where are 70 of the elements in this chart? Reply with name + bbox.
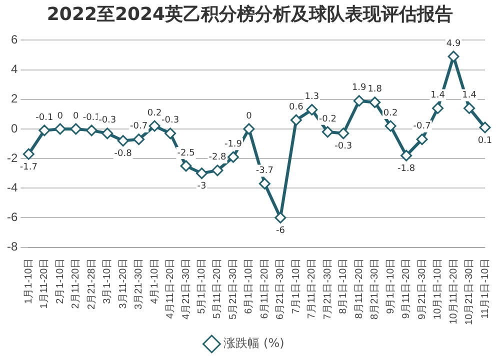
data-label: -0.1: [82, 112, 100, 123]
data-label: 0: [73, 111, 80, 122]
x-tick-label: 11月1日-10日: [480, 258, 491, 319]
data-label: -2.5: [177, 148, 195, 158]
x-tick-label: 5月11日-20日: [212, 258, 224, 319]
x-tick-label: 2月21-28日: [86, 258, 98, 310]
data-label: -2.8: [208, 152, 227, 163]
x-tick-label: 2月11-20日: [70, 258, 82, 309]
y-tick-label: -2: [7, 150, 18, 165]
x-tick-label: 10月11日-20日: [448, 258, 460, 324]
data-label: -0.3: [334, 142, 352, 152]
x-tick-label: 1月11-20日: [39, 258, 50, 309]
x-tick-label: 2月1-10日: [54, 258, 66, 304]
data-label: 1.3: [304, 92, 320, 102]
y-tick-label: 4: [10, 62, 18, 76]
data-label: 1.8: [368, 84, 382, 95]
data-label: -1.8: [398, 164, 416, 174]
x-tick-label: 4月21日-30日: [180, 258, 192, 320]
data-label: -3: [197, 182, 206, 192]
data-label: -1.7: [20, 162, 38, 172]
x-tick-label: 9月11日-20日: [401, 258, 412, 319]
data-label: -0.1: [36, 112, 54, 123]
legend-label: 涨跌幅 (%): [224, 336, 284, 350]
x-tick-label: 3月11-20日: [118, 258, 129, 309]
data-label: -1.9: [224, 139, 242, 150]
data-label: 0.2: [383, 108, 398, 118]
data-label: 0.6: [289, 102, 304, 112]
x-tick-label: 6月11日-20日: [259, 258, 270, 319]
x-tick-label: 4月11日-20日: [165, 258, 176, 319]
x-tick-label: 3月1-10日: [102, 258, 114, 304]
x-tick-label: 3月21-30日: [134, 258, 145, 310]
chart-title: 2022至2024英乙积分榜分析及球队表现评估报告: [46, 3, 454, 27]
x-tick-label: 5月21日-30日: [228, 258, 239, 320]
data-label: -6: [276, 226, 286, 236]
data-label: 0: [246, 111, 252, 122]
x-tick-label: 9月1日-10日: [385, 258, 396, 314]
x-tick-label: 10月21日-30日: [464, 258, 476, 326]
x-tick-label: 8月21日-30日: [370, 258, 381, 320]
data-label: -0.3: [98, 116, 116, 126]
x-tick-label: 7月1日-10日: [290, 258, 302, 314]
data-label: -0.3: [162, 116, 180, 126]
x-tick-label: 1月1-10日: [23, 258, 34, 304]
data-label: 1.9: [352, 83, 367, 94]
x-tick-label: 6月21日-30日: [275, 258, 286, 320]
x-tick-label: 7月21日-30日: [322, 258, 334, 320]
data-label: -0.7: [413, 122, 431, 132]
y-tick-label: 2: [10, 92, 18, 106]
y-tick-label: 0: [10, 121, 18, 136]
y-tick-label: -4: [7, 180, 18, 194]
data-label: -3.7: [256, 166, 274, 176]
data-label: 0: [57, 111, 64, 122]
data-label: 0.2: [147, 108, 162, 118]
data-label: 4.9: [446, 38, 461, 49]
y-tick-label: -6: [7, 210, 18, 224]
data-label: -0.2: [318, 114, 336, 124]
x-tick-label: 4月1-10日: [149, 258, 160, 304]
x-tick-label: 7月11日-20日: [306, 258, 318, 319]
data-label: 0.1: [478, 136, 492, 146]
data-label: -0.7: [130, 122, 148, 132]
data-label: 1.4: [430, 90, 446, 101]
y-tick-label: 6: [10, 32, 18, 47]
x-tick-label: 8月1日-10日: [338, 258, 350, 314]
x-tick-label: 9月21日-30日: [416, 258, 428, 320]
data-label: -0.8: [114, 149, 132, 160]
y-tick-label: -8: [7, 240, 18, 254]
x-tick-label: 5月1日-10日: [196, 258, 208, 314]
data-label: 1.4: [462, 90, 477, 101]
x-tick-label: 8月11日-20日: [354, 258, 365, 319]
x-tick-label: 10月1日-10日: [432, 258, 444, 320]
x-tick-label: 6月1日-10日: [244, 258, 255, 314]
